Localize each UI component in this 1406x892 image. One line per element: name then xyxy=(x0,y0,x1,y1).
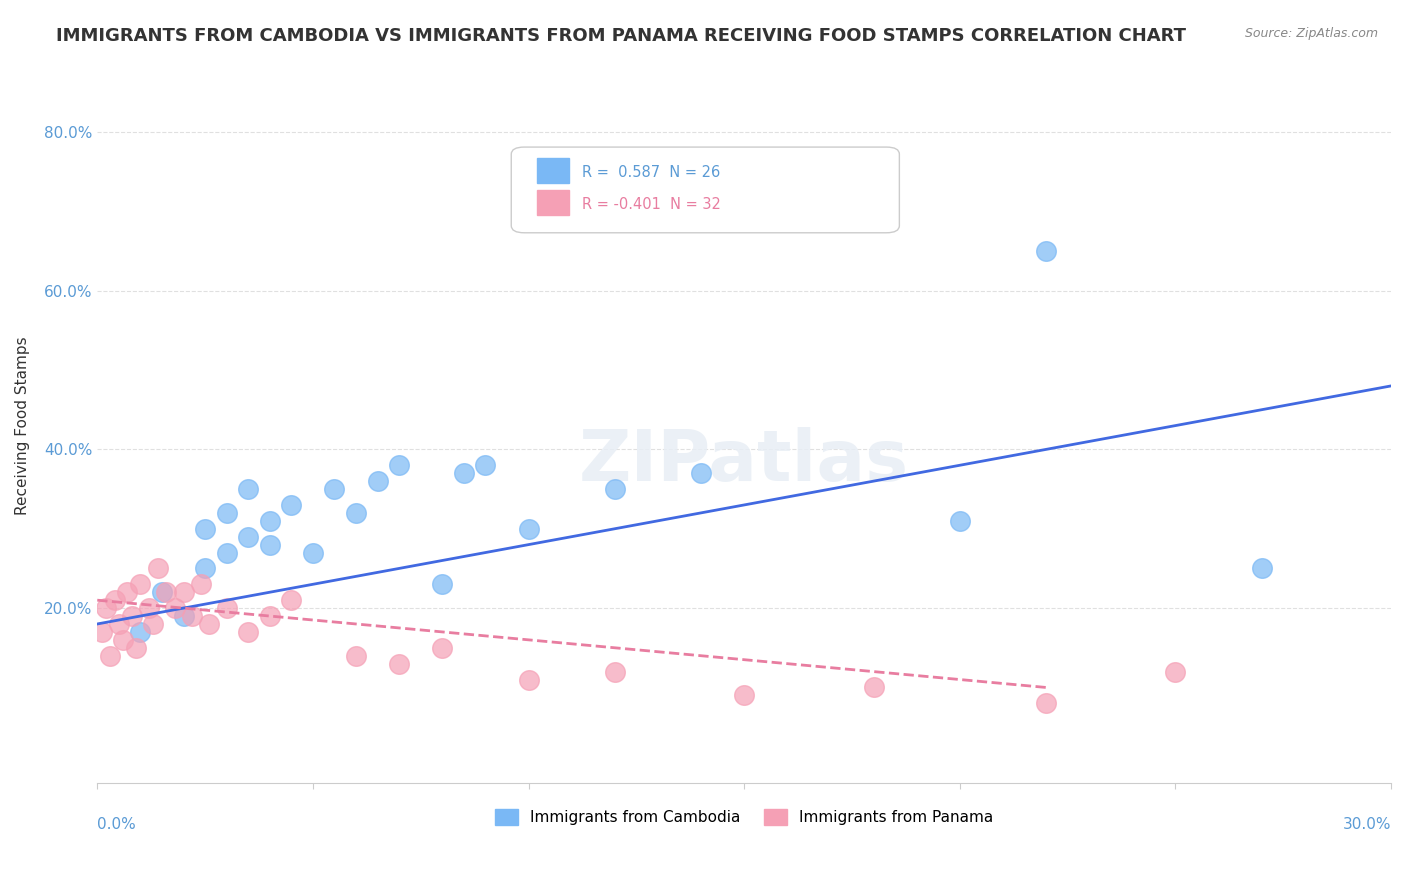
Text: 0.0%: 0.0% xyxy=(97,817,136,832)
Point xyxy=(1035,244,1057,258)
Point xyxy=(129,624,152,639)
Point xyxy=(474,458,496,473)
Point xyxy=(690,467,713,481)
Point xyxy=(259,609,281,624)
Point xyxy=(259,538,281,552)
Bar xyxy=(537,158,569,183)
Point xyxy=(181,609,204,624)
Point xyxy=(112,632,135,647)
Text: 30.0%: 30.0% xyxy=(1343,817,1391,832)
Point xyxy=(367,474,389,488)
Text: R =  0.587  N = 26: R = 0.587 N = 26 xyxy=(582,164,721,179)
Y-axis label: Receiving Food Stamps: Receiving Food Stamps xyxy=(15,336,30,515)
FancyBboxPatch shape xyxy=(512,147,900,233)
Text: Source: ZipAtlas.com: Source: ZipAtlas.com xyxy=(1244,27,1378,40)
Point xyxy=(142,617,165,632)
Point xyxy=(103,593,125,607)
Point xyxy=(323,482,346,496)
Point xyxy=(215,601,238,615)
Point xyxy=(344,648,367,663)
Point xyxy=(388,657,411,671)
Point xyxy=(388,458,411,473)
Point xyxy=(117,585,139,599)
Point xyxy=(603,665,626,679)
Point xyxy=(155,585,177,599)
Point xyxy=(163,601,186,615)
Legend: Immigrants from Cambodia, Immigrants from Panama: Immigrants from Cambodia, Immigrants fro… xyxy=(495,809,993,825)
Point xyxy=(94,601,117,615)
Point xyxy=(1250,561,1272,575)
Point xyxy=(432,577,454,591)
Point xyxy=(1164,665,1187,679)
Point xyxy=(344,506,367,520)
Point xyxy=(215,506,238,520)
Point xyxy=(198,617,221,632)
Point xyxy=(146,561,169,575)
Point xyxy=(949,514,972,528)
Point xyxy=(517,522,540,536)
Point xyxy=(517,673,540,687)
Point xyxy=(194,561,217,575)
Point xyxy=(453,467,475,481)
Point xyxy=(259,514,281,528)
Bar xyxy=(537,190,569,215)
Point xyxy=(733,689,755,703)
Point xyxy=(215,545,238,559)
Point xyxy=(302,545,325,559)
Point xyxy=(862,681,884,695)
Point xyxy=(173,585,195,599)
Point xyxy=(238,482,260,496)
Point xyxy=(108,617,131,632)
Point xyxy=(121,609,143,624)
Text: IMMIGRANTS FROM CAMBODIA VS IMMIGRANTS FROM PANAMA RECEIVING FOOD STAMPS CORRELA: IMMIGRANTS FROM CAMBODIA VS IMMIGRANTS F… xyxy=(56,27,1187,45)
Point xyxy=(173,609,195,624)
Point xyxy=(238,530,260,544)
Point xyxy=(194,522,217,536)
Point xyxy=(150,585,173,599)
Point xyxy=(138,601,160,615)
Point xyxy=(98,648,121,663)
Point xyxy=(125,640,148,655)
Point xyxy=(280,498,302,512)
Point xyxy=(238,624,260,639)
Point xyxy=(1035,696,1057,710)
Point xyxy=(280,593,302,607)
Point xyxy=(129,577,152,591)
Point xyxy=(603,482,626,496)
Text: ZIPatlas: ZIPatlas xyxy=(579,426,910,496)
Text: R = -0.401  N = 32: R = -0.401 N = 32 xyxy=(582,197,721,211)
Point xyxy=(190,577,212,591)
Point xyxy=(90,624,112,639)
Point xyxy=(432,640,454,655)
